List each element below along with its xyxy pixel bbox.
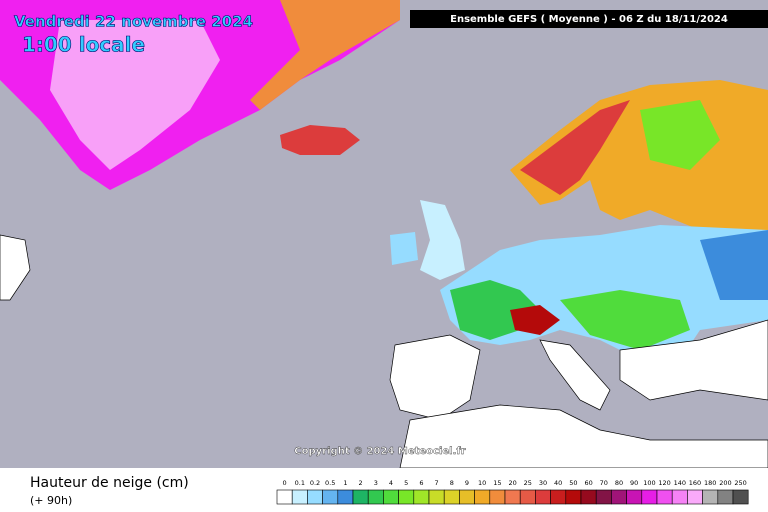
scale-label: 10	[478, 479, 486, 487]
scale-label: 0.1	[295, 479, 305, 487]
scale-swatch	[307, 489, 323, 505]
scale-swatch	[519, 489, 536, 505]
date-label: Vendredi 22 novembre 2024	[14, 13, 253, 31]
color-scale: 0 0.1 0.2 0.5 1 2 3 4 5 6 7 8 9 10 15 20 25 30 40 50 60 70 80 9…	[276, 479, 749, 505]
scale-swatch	[732, 489, 749, 505]
scale-label: 6	[419, 479, 423, 487]
legend-title: Hauteur de neige (cm)	[30, 475, 189, 491]
scale-swatch	[367, 489, 384, 505]
run-banner	[410, 10, 768, 28]
scale-label: 250	[734, 479, 746, 487]
scale-label: 7	[435, 479, 439, 487]
scale-swatch	[489, 489, 506, 505]
scale-swatch	[717, 489, 734, 505]
scale-label: 40	[554, 479, 562, 487]
time-label: 1:00 locale	[22, 33, 145, 57]
italy	[539, 339, 611, 411]
scale-label: 180	[704, 479, 716, 487]
russia	[700, 230, 768, 300]
scale-label: 120	[658, 479, 670, 487]
scale-label: 160	[689, 479, 701, 487]
legend-subtitle: (+ 90h)	[30, 494, 72, 507]
scale-swatch	[641, 489, 658, 505]
scale-swatch	[671, 489, 688, 505]
scale-swatch	[702, 489, 719, 505]
scale-swatch	[565, 489, 582, 505]
scale-label: 30	[539, 479, 547, 487]
central-europe	[560, 290, 690, 350]
finland	[640, 100, 720, 170]
scale-label: 15	[493, 479, 501, 487]
ireland	[390, 232, 418, 265]
scale-label: 8	[450, 479, 454, 487]
scale-label: 200	[719, 479, 731, 487]
scale-label: 50	[569, 479, 577, 487]
scale-swatch	[428, 489, 445, 505]
scale-swatch	[656, 489, 673, 505]
scale-swatch	[352, 489, 369, 505]
scale-label: 60	[584, 479, 592, 487]
iceland	[280, 125, 360, 155]
scale-swatch	[398, 489, 415, 505]
scale-swatch	[474, 489, 491, 505]
scale-label: 80	[615, 479, 623, 487]
greenland-snow-deep	[50, 20, 220, 170]
britain	[420, 200, 465, 280]
scale-swatch	[459, 489, 475, 505]
scale-swatch	[504, 489, 521, 505]
scale-swatch	[580, 489, 597, 505]
scale-swatch	[322, 489, 339, 505]
scale-label: 0	[283, 479, 287, 487]
alps	[510, 305, 560, 335]
scale-swatch	[383, 489, 399, 505]
scale-label: 20	[508, 479, 516, 487]
scale-label: 2	[359, 479, 363, 487]
scale-swatch	[687, 489, 703, 505]
scale-label: 5	[404, 479, 408, 487]
scale-label: 25	[524, 479, 532, 487]
scale-swatch	[595, 489, 612, 505]
scale-label: 4	[389, 479, 393, 487]
norway-mountains	[520, 100, 630, 195]
copyright: Copyright © 2024 Meteociel.fr	[294, 446, 465, 457]
scale-label: 0.2	[310, 479, 320, 487]
scale-label: 0.5	[325, 479, 335, 487]
iberia	[389, 334, 481, 421]
scale-swatch	[611, 489, 627, 505]
scale-label: 100	[643, 479, 655, 487]
scale-swatch	[535, 489, 551, 505]
scale-label: 70	[600, 479, 608, 487]
run-label: Ensemble GEFS ( Moyenne ) - 06 Z du 18/1…	[450, 14, 728, 25]
scale-swatch	[550, 489, 567, 505]
scale-swatch	[443, 489, 460, 505]
scale-swatch	[337, 489, 354, 505]
balkans-turkey	[619, 319, 768, 401]
scale-label: 3	[374, 479, 378, 487]
scale-swatch	[276, 489, 293, 505]
greenland-east	[250, 0, 400, 110]
scale-swatch	[291, 489, 308, 505]
scale-swatch	[413, 489, 430, 505]
scale-label: 9	[465, 479, 469, 487]
canada-coast	[0, 234, 31, 301]
scale-label: 1	[343, 479, 347, 487]
scale-swatch	[626, 489, 643, 505]
scale-label: 140	[674, 479, 686, 487]
scale-label: 90	[630, 479, 638, 487]
